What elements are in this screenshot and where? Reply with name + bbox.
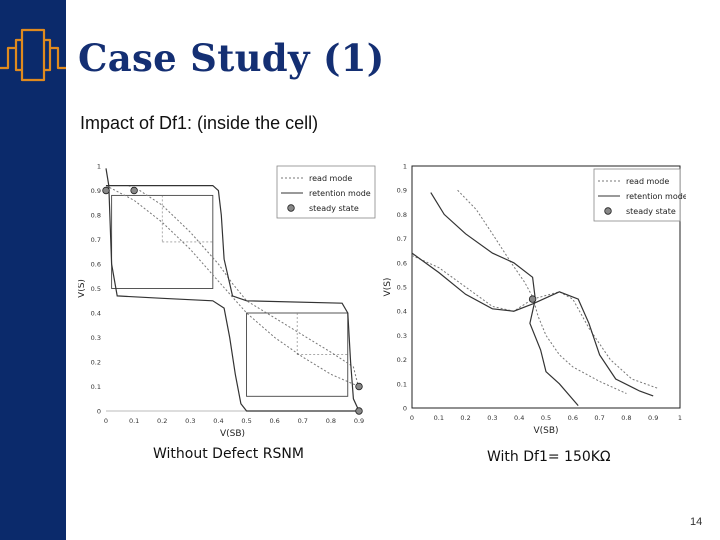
y-axis-label: V(S) xyxy=(78,279,87,298)
slide-title: Case Study (1) xyxy=(78,36,385,80)
y-tick-label: 0.6 xyxy=(91,261,101,269)
steady-state-point xyxy=(102,186,110,195)
legend-label: steady state xyxy=(309,204,359,213)
slide-subtitle: Impact of Df1: (inside the cell) xyxy=(80,113,319,133)
y-tick-label: 0.4 xyxy=(91,310,101,318)
x-tick-label: 0.2 xyxy=(157,417,167,425)
x-tick-label: 0.5 xyxy=(541,414,551,422)
x-tick-label: 0.4 xyxy=(213,417,223,425)
legend-marker xyxy=(287,204,295,212)
read-mode-curve xyxy=(105,185,360,387)
x-tick-label: 0.9 xyxy=(354,417,364,425)
x-tick-label: 0 xyxy=(410,414,414,422)
y-tick-label: 1 xyxy=(97,163,101,171)
legend-label: read mode xyxy=(309,174,352,183)
y-tick-label: 0.3 xyxy=(397,332,407,340)
x-tick-label: 0.5 xyxy=(241,417,251,425)
legend-marker xyxy=(604,207,612,215)
x-tick-label: 0 xyxy=(104,417,108,425)
y-tick-label: 1 xyxy=(403,163,407,171)
x-tick-label: 0.3 xyxy=(487,414,497,422)
retention-mode-curve xyxy=(105,168,359,412)
sidebar-band xyxy=(0,0,66,540)
y-tick-label: 0 xyxy=(97,408,101,416)
steady-state-point xyxy=(528,295,537,303)
legend-label: read mode xyxy=(626,177,669,186)
x-tick-label: 0.6 xyxy=(568,414,578,422)
x-tick-label: 0.4 xyxy=(514,414,524,422)
y-tick-label: 0.5 xyxy=(91,285,101,293)
caption-with-defect: With Df1= 150KΩ xyxy=(487,449,611,465)
read-mode-curve xyxy=(411,255,659,390)
y-tick-label: 0.6 xyxy=(397,259,407,267)
circuit-logo-icon xyxy=(0,28,66,82)
steady-state-point xyxy=(130,186,138,195)
y-tick-label: 0.2 xyxy=(91,359,101,367)
steady-state-point xyxy=(355,382,363,391)
legend-label: steady state xyxy=(626,207,676,216)
y-tick-label: 0.4 xyxy=(397,308,407,316)
noise-margin-box xyxy=(111,194,214,289)
y-tick-label: 0 xyxy=(403,405,407,413)
x-tick-label: 0.1 xyxy=(129,417,139,425)
x-tick-label: 0.6 xyxy=(269,417,279,425)
x-tick-label: 0.8 xyxy=(621,414,631,422)
retention-mode-curve xyxy=(411,252,654,397)
x-tick-label: 1 xyxy=(678,414,682,422)
legend-label: retention mode xyxy=(309,189,371,198)
chart-with-defect: 0 0.1 0.2 0.3 0.4 0.5 0.6 0.7 0.8 0.9 1 0 0.1 0.2 0.3 0… xyxy=(383,163,686,437)
legend-label: retention mode xyxy=(626,192,686,201)
x-tick-label: 0.9 xyxy=(648,414,658,422)
retention-mode-curve xyxy=(106,185,360,412)
x-axis-label: V(SB) xyxy=(220,429,245,439)
y-tick-label: 0.7 xyxy=(91,236,101,244)
y-axis-label: V(S) xyxy=(383,278,393,297)
y-tick-label: 0.3 xyxy=(91,334,101,342)
x-tick-label: 0.3 xyxy=(185,417,195,425)
y-tick-label: 0.1 xyxy=(91,383,101,391)
y-tick-label: 0.7 xyxy=(397,235,407,243)
x-tick-label: 0.7 xyxy=(298,417,308,425)
y-tick-label: 0.8 xyxy=(91,212,101,220)
x-tick-label: 0.1 xyxy=(434,414,444,422)
retention-mode-curve xyxy=(430,192,579,406)
y-tick-label: 0.1 xyxy=(397,380,407,388)
y-tick-label: 0.5 xyxy=(397,284,407,292)
steady-state-point xyxy=(355,407,363,415)
read-mode-curve xyxy=(457,189,627,394)
y-tick-label: 0.8 xyxy=(397,211,407,219)
y-tick-label: 0.9 xyxy=(91,187,101,195)
x-axis-label: V(SB) xyxy=(533,426,558,436)
caption-without-defect: Without Defect RSNM xyxy=(153,446,304,462)
chart-without-defect: 0 0.1 0.2 0.3 0.4 0.5 0.6 0.7 0.8 0.9 0 0.1 0.2 0.3 0.… xyxy=(78,163,376,439)
x-tick-label: 0.8 xyxy=(326,417,336,425)
x-tick-label: 0.7 xyxy=(594,414,604,422)
y-tick-label: 0.9 xyxy=(397,187,407,195)
page-number: 14 xyxy=(690,516,703,528)
x-tick-label: 0.2 xyxy=(460,414,470,422)
y-tick-label: 0.2 xyxy=(397,356,407,364)
